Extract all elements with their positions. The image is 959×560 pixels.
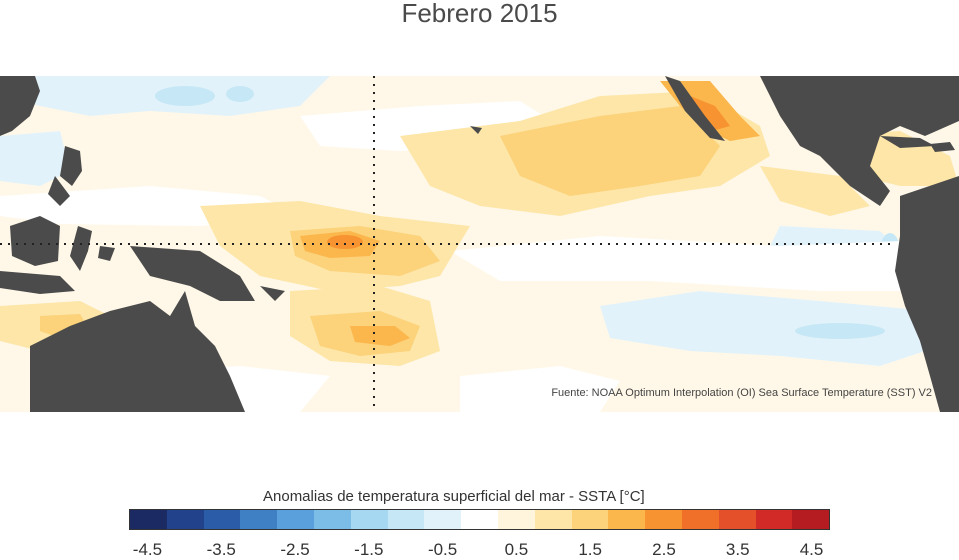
colorbar — [129, 509, 830, 530]
colorbar-tick-label: 4.5 — [799, 540, 824, 559]
colorbar-tick-label: 0.5 — [504, 540, 529, 559]
colorbar-segment — [645, 510, 682, 529]
colorbar-segment — [461, 510, 498, 529]
colorbar-segment — [424, 510, 462, 529]
colorbar-tick-label: -3.5 — [206, 540, 236, 559]
colorbar-tick-label: 1.5 — [578, 540, 602, 559]
land-masses — [0, 76, 959, 412]
colorbar-tick-label: -2.5 — [280, 540, 310, 559]
colorbar-segment — [571, 510, 609, 529]
colorbar-segment — [534, 510, 572, 529]
colorbar-segment — [277, 510, 314, 529]
colorbar-segment — [130, 510, 167, 529]
ssta-map — [0, 76, 959, 412]
colorbar-segment — [313, 510, 351, 529]
colorbar-segment — [387, 510, 425, 529]
colorbar-segment — [718, 510, 756, 529]
colorbar-segment — [681, 510, 719, 529]
colorbar-tick-label: -0.5 — [427, 540, 458, 559]
colorbar-ticks: -4.5 -3.5 -2.5 -1.5 -0.5 0.5 1.5 2.5 3.5 4.5 — [0, 540, 959, 560]
colorbar-segment — [497, 510, 535, 529]
colorbar-segment — [240, 510, 278, 529]
colorbar-title: Anomalias de temperatura superficial del… — [263, 488, 645, 505]
colorbar-tick-label: -1.5 — [354, 540, 384, 559]
colorbar-segment — [350, 510, 388, 529]
colorbar-segment — [792, 510, 830, 529]
map-title: Febrero 2015 — [401, 0, 558, 28]
colorbar-segment — [166, 510, 204, 529]
colorbar-tick-label: 2.5 — [652, 540, 676, 559]
colorbar-segment — [203, 510, 241, 529]
colorbar-tick-label: -4.5 — [132, 540, 163, 559]
colorbar-segment — [608, 510, 646, 529]
data-source-note: Fuente: NOAA Optimum Interpolation (OI) … — [551, 387, 932, 399]
colorbar-tick-label: 3.5 — [725, 540, 750, 559]
colorbar-segment — [755, 510, 793, 529]
